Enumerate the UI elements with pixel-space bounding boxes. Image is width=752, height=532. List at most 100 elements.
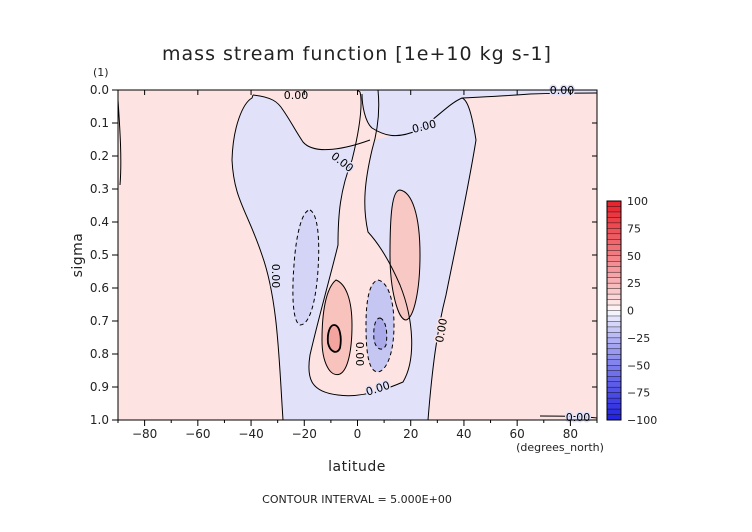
colorbar-tick-label: −100 — [627, 414, 657, 427]
contour-label: 0.00 — [566, 411, 591, 424]
zero-contour-inner — [308, 90, 413, 397]
x-axis: −80 −60 −40 −20 0 20 40 60 80 — [117, 90, 598, 441]
y-tick-label: 0.5 — [90, 248, 109, 262]
x-tick-label: 0 — [354, 427, 362, 441]
colorbar-tick-label: 75 — [627, 222, 641, 235]
y-axis-label: sigma — [70, 233, 86, 278]
colorbar-swatch — [606, 386, 622, 394]
colorbar-swatch — [606, 326, 622, 333]
negative-contour-upper — [292, 209, 320, 326]
y-tick-label: 1.0 — [90, 413, 109, 427]
colorbar-swatch — [606, 222, 622, 229]
colorbar-swatch — [606, 376, 622, 383]
colorbar-swatch — [606, 381, 622, 388]
colorbar-swatch — [606, 414, 622, 421]
contour-label: 0.00 — [433, 317, 450, 343]
colorbar-swatch — [606, 250, 622, 257]
negative-contour-5 — [365, 279, 395, 373]
y-tick-label: 0.8 — [90, 347, 109, 361]
colorbar-swatch — [606, 403, 622, 410]
x-tick-label: 20 — [403, 427, 418, 441]
colorbar-tick-label: 100 — [627, 195, 648, 208]
colorbar-tick-label: −50 — [627, 359, 650, 372]
x-tick-label: 40 — [456, 427, 471, 441]
colorbar-swatch — [606, 343, 622, 350]
contour-label: 0.00 — [284, 89, 309, 102]
positive-contour-10 — [326, 324, 342, 353]
negative-contour-10 — [373, 317, 388, 350]
panel-tag: (1) — [93, 66, 109, 79]
y-tick-label: 0.6 — [90, 281, 109, 295]
colorbar-swatch — [606, 206, 622, 213]
colorbar-frame — [606, 200, 622, 421]
x-axis-units: (degrees_north) — [516, 441, 604, 454]
colorbar-swatch — [606, 239, 622, 246]
contour-label: 0.00 — [269, 264, 282, 289]
y-tick-label: 0.9 — [90, 380, 109, 394]
colorbar-swatch — [606, 261, 622, 268]
contour-label: 0.00 — [353, 342, 366, 367]
colorbar-tick-label: 25 — [627, 277, 641, 290]
colorbar-swatch — [606, 228, 622, 235]
colorbar-swatch — [606, 315, 622, 322]
colorbar-swatch — [606, 321, 622, 328]
colorbar-swatch — [606, 354, 622, 361]
zero-contour-top — [252, 94, 371, 151]
colorbar-tick-label: 50 — [627, 250, 641, 263]
x-tick-label: −40 — [238, 427, 263, 441]
colorbar-swatch — [606, 200, 622, 207]
colorbar-swatch — [606, 277, 622, 284]
strongest-negative-core — [373, 318, 387, 350]
zero-contour-left-edge — [118, 99, 122, 186]
colorbar-swatch — [606, 370, 622, 377]
y-tick-label: 0.0 — [90, 83, 109, 97]
colorbar-swatch — [606, 310, 622, 317]
colorbar: 100 75 50 25 0 −25 −50 −75 −100 — [606, 195, 657, 427]
y-tick-label: 0.3 — [90, 182, 109, 196]
colorbar-swatch — [606, 332, 622, 339]
colorbar-swatch — [606, 299, 622, 306]
colorbar-swatch — [606, 288, 622, 295]
positive-contour-upper — [389, 189, 421, 321]
zero-contour-surface — [539, 415, 597, 419]
colorbar-tick-label: 0 — [627, 305, 634, 318]
colorbar-tick-label: −25 — [627, 332, 650, 345]
x-tick-label: −20 — [292, 427, 317, 441]
zero-contour-outer — [231, 94, 284, 420]
colorbar-swatch — [606, 271, 622, 279]
x-axis-label: latitude — [328, 459, 386, 475]
nh-upper-positive-core — [390, 190, 420, 320]
colorbar-swatch — [606, 282, 622, 290]
colorbar-swatch — [606, 392, 622, 399]
colorbar-swatch — [606, 365, 622, 372]
colorbar-swatch — [606, 304, 622, 311]
x-tick-label: 80 — [563, 427, 578, 441]
y-axis: 0.0 0.1 0.2 0.3 0.4 0.5 0.6 0.7 0.8 0.9 1.0 — [90, 83, 597, 427]
colorbar-swatch — [606, 348, 622, 355]
colorbar-swatch — [606, 293, 622, 301]
colorbar-swatch — [606, 255, 622, 262]
colorbar-swatch — [606, 217, 622, 224]
y-tick-label: 0.4 — [90, 215, 109, 229]
plot-area: 0.00 0.00 0.00 0.00 0.00 0.00 0.00 0.00 … — [117, 83, 598, 426]
y-tick-label: 0.1 — [90, 116, 109, 130]
colorbar-swatch — [606, 211, 622, 218]
colorbar-swatch — [606, 337, 622, 344]
zero-contour-nh-right — [361, 93, 477, 420]
colorbar-swatch — [606, 408, 622, 416]
colorbar-swatch — [606, 233, 622, 240]
chart-title: mass stream function [1e+10 kg s-1] — [162, 43, 552, 65]
contour-interval-note: CONTOUR INTERVAL = 5.000E+00 — [262, 493, 452, 506]
colorbar-swatch — [606, 359, 622, 366]
y-tick-label: 0.2 — [90, 149, 109, 163]
colorbar-tick-label: −75 — [627, 387, 650, 400]
colorbar-swatch — [606, 266, 622, 273]
strongest-positive-core — [327, 325, 341, 352]
y-tick-label: 0.7 — [90, 314, 109, 328]
sh-upper-negative-core — [292, 210, 319, 325]
upper-negative-region — [362, 90, 597, 136]
colorbar-swatch — [606, 397, 622, 405]
x-tick-label: −60 — [185, 427, 210, 441]
positive-contour-5 — [321, 279, 353, 376]
